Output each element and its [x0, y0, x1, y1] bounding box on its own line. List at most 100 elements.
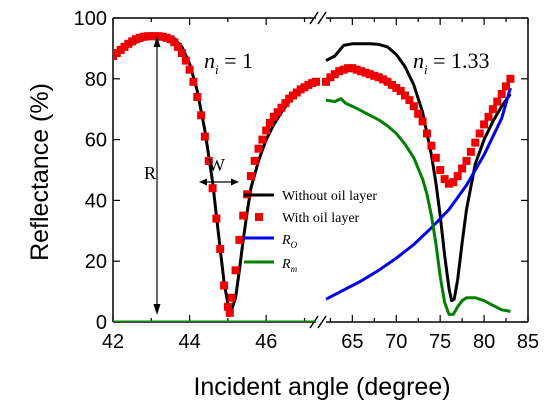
data-point-with-oil-layer — [374, 73, 383, 82]
data-point-with-oil-layer — [235, 235, 244, 244]
legend-label-ro: RO — [281, 233, 298, 250]
data-point-with-oil-layer — [281, 99, 290, 108]
data-point-with-oil-layer — [418, 117, 427, 126]
data-point-with-oil-layer — [231, 266, 240, 275]
data-point-with-oil-layer — [480, 120, 489, 129]
series-line-r-m — [325, 97, 511, 316]
data-point-with-oil-layer — [239, 211, 248, 220]
data-point-with-oil-layer — [174, 42, 183, 51]
data-point-with-oil-layer — [466, 147, 475, 156]
data-point-with-oil-layer — [220, 281, 229, 290]
w-label: W — [208, 155, 225, 175]
data-point-with-oil-layer — [254, 144, 263, 153]
r-dimension-arrow — [153, 36, 161, 315]
data-point-with-oil-layer — [497, 90, 506, 98]
data-point-with-oil-layer — [216, 245, 225, 253]
data-point-with-oil-layer — [453, 172, 462, 181]
legend-label-rm: Rm — [281, 257, 298, 274]
data-point-with-oil-layer — [200, 132, 209, 141]
axis-break-mark — [317, 315, 327, 329]
data-point-with-oil-layer — [277, 103, 286, 112]
x-tick-label: 70 — [385, 331, 407, 353]
y-tick-label: 40 — [85, 190, 107, 212]
data-point-with-oil-layer — [197, 111, 206, 120]
data-point-with-oil-layer — [387, 80, 396, 89]
data-point-with-oil-layer — [462, 156, 471, 165]
data-point-with-oil-layer — [449, 178, 458, 187]
data-point-with-oil-layer — [365, 70, 374, 79]
axis-break-mark — [309, 11, 319, 25]
axis-ticks: 0 20 40 60 80 100 42 44 46 65 70 75 80 85 — [74, 8, 540, 353]
data-point-with-oil-layer — [379, 75, 388, 84]
data-point-with-oil-layer — [322, 77, 330, 86]
data-point-with-oil-layer — [357, 67, 366, 76]
data-point-with-oil-layer — [405, 96, 414, 105]
data-point-with-oil-layer — [212, 214, 221, 223]
data-point-with-oil-layer — [189, 77, 198, 86]
y-tick-label: 0 — [96, 312, 107, 334]
data-point-with-oil-layer — [445, 179, 453, 188]
legend-item-rm: Rm — [244, 257, 298, 274]
series-line-without-oil-layer — [325, 42, 512, 303]
data-point-with-oil-layer — [475, 129, 484, 138]
data-point-with-oil-layer — [258, 135, 267, 144]
data-point-with-oil-layer — [181, 56, 190, 65]
data-point-with-oil-layer — [326, 73, 335, 82]
data-point-with-oil-layer — [502, 82, 510, 91]
data-point-with-oil-layer — [204, 156, 213, 165]
data-point-with-oil-layer — [312, 77, 320, 86]
data-point-with-oil-layer — [409, 102, 418, 111]
data-point-with-oil-layer — [414, 109, 423, 118]
left-panel-series — [113, 32, 320, 322]
data-point-with-oil-layer — [273, 108, 282, 117]
x-tick-label: 75 — [429, 331, 451, 353]
data-point-with-oil-layer — [246, 172, 255, 181]
x-tick-label: 42 — [102, 331, 124, 353]
data-point-with-oil-layer — [250, 156, 259, 165]
data-point-with-oil-layer — [225, 308, 234, 317]
data-point-with-oil-layer — [436, 166, 445, 174]
y-axis-title: Reflectance (%) — [26, 83, 54, 261]
data-point-with-oil-layer — [493, 97, 502, 106]
x-axis-title: Incident angle (degree) — [193, 373, 450, 401]
data-point-with-oil-layer — [471, 138, 480, 147]
data-point-with-oil-layer — [266, 118, 274, 127]
data-point-with-oil-layer — [344, 64, 352, 73]
data-point-with-oil-layer — [227, 293, 236, 302]
data-point-with-oil-layer — [193, 93, 202, 101]
data-point-with-oil-layer — [185, 65, 194, 74]
data-point-with-oil-layer — [330, 70, 339, 79]
data-point-with-oil-layer — [423, 129, 431, 138]
data-point-with-oil-layer — [348, 64, 357, 73]
data-point-with-oil-layer — [262, 126, 271, 135]
y-tick-label: 80 — [85, 69, 107, 91]
x-tick-label: 85 — [517, 331, 539, 353]
right-panel-annotation: ni = 1.33 — [413, 48, 490, 77]
data-point-with-oil-layer — [361, 68, 370, 77]
axis-break-mark — [317, 11, 327, 25]
data-point-with-oil-layer — [269, 112, 278, 121]
y-tick-label: 20 — [85, 251, 107, 273]
legend-item-ro: RO — [244, 233, 298, 250]
data-point-with-oil-layer — [383, 77, 392, 86]
data-point-with-oil-layer — [392, 83, 401, 92]
data-point-with-oil-layer — [396, 87, 405, 95]
data-point-with-oil-layer — [177, 49, 186, 57]
legend-label-without-oil: Without oil layer — [282, 189, 377, 204]
data-point-with-oil-layer — [335, 67, 344, 76]
legend-item-with-oil: With oil layer — [255, 211, 360, 226]
data-point-with-oil-layer — [208, 184, 217, 193]
x-tick-label: 80 — [473, 331, 495, 353]
legend: Without oil layer With oil layer RO Rm — [244, 189, 377, 274]
legend-label-with-oil: With oil layer — [282, 211, 360, 226]
y-tick-label: 100 — [74, 8, 107, 30]
r-label: R — [144, 163, 156, 183]
left-panel-annotation: ni = 1 — [204, 48, 253, 77]
data-point-with-oil-layer — [484, 112, 493, 121]
data-point-with-oil-layer — [170, 38, 179, 47]
right-panel-series — [322, 42, 515, 316]
x-tick-label: 65 — [341, 331, 363, 353]
w-dimension-arrow — [199, 178, 239, 186]
data-point-with-oil-layer — [427, 141, 436, 150]
